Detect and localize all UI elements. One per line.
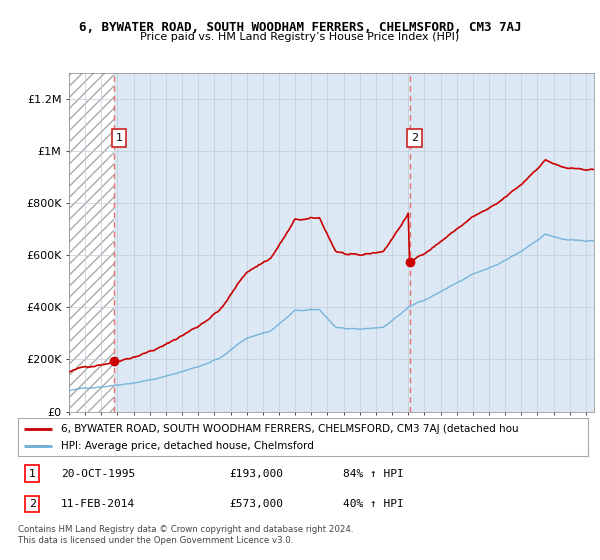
Text: Contains HM Land Registry data © Crown copyright and database right 2024.
This d: Contains HM Land Registry data © Crown c…	[18, 525, 353, 545]
Text: 20-OCT-1995: 20-OCT-1995	[61, 469, 135, 479]
Text: 2: 2	[411, 133, 418, 143]
Bar	[69, 73, 114, 412]
Text: £573,000: £573,000	[229, 499, 283, 509]
Text: 6, BYWATER ROAD, SOUTH WOODHAM FERRERS, CHELMSFORD, CM3 7AJ: 6, BYWATER ROAD, SOUTH WOODHAM FERRERS, …	[79, 21, 521, 34]
Text: £193,000: £193,000	[229, 469, 283, 479]
Text: 40% ↑ HPI: 40% ↑ HPI	[343, 499, 404, 509]
Text: 84% ↑ HPI: 84% ↑ HPI	[343, 469, 404, 479]
Text: HPI: Average price, detached house, Chelmsford: HPI: Average price, detached house, Chel…	[61, 441, 314, 451]
Text: 11-FEB-2014: 11-FEB-2014	[61, 499, 135, 509]
Text: 2: 2	[29, 499, 36, 509]
Text: 6, BYWATER ROAD, SOUTH WOODHAM FERRERS, CHELMSFORD, CM3 7AJ (detached hou: 6, BYWATER ROAD, SOUTH WOODHAM FERRERS, …	[61, 423, 518, 433]
Text: 1: 1	[115, 133, 122, 143]
Text: 1: 1	[29, 469, 36, 479]
Text: Price paid vs. HM Land Registry’s House Price Index (HPI): Price paid vs. HM Land Registry’s House …	[140, 32, 460, 43]
